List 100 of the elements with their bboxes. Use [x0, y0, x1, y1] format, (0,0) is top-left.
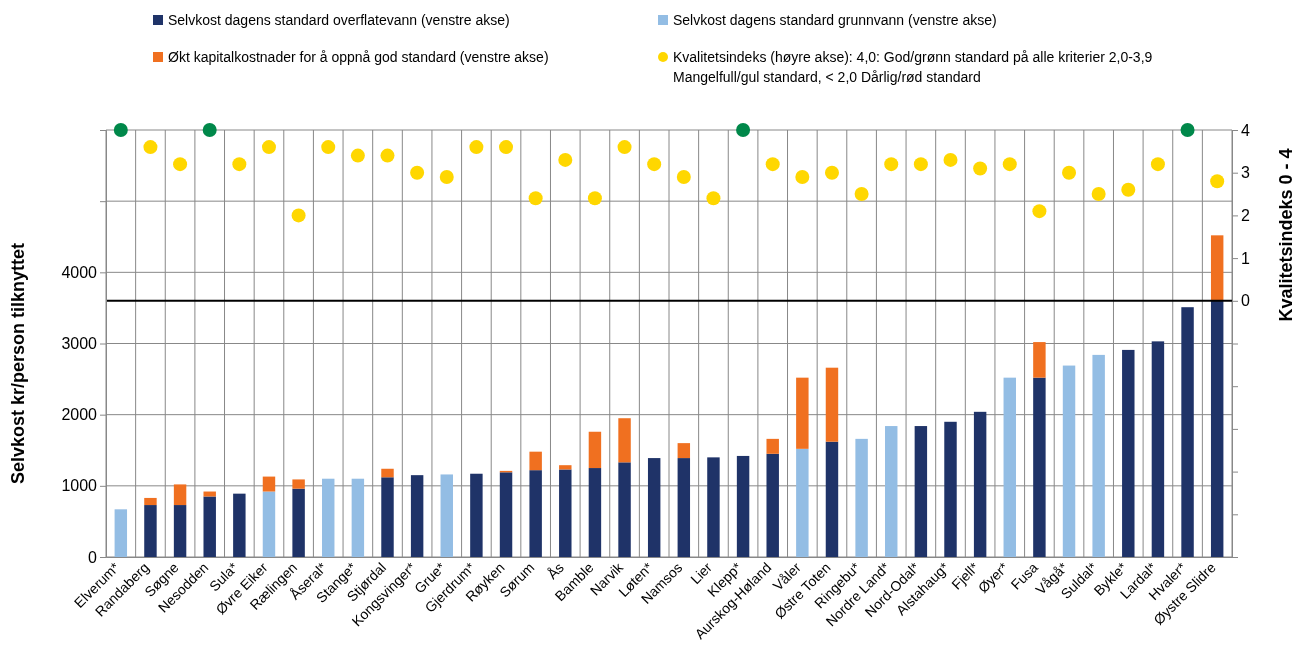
- bar: [1062, 365, 1076, 557]
- point: [1150, 157, 1165, 172]
- point: [765, 157, 780, 172]
- bar: [351, 478, 365, 557]
- bar: [944, 421, 957, 557]
- bar: [410, 475, 424, 557]
- point: [439, 169, 454, 184]
- point: [499, 140, 514, 155]
- bar: [825, 367, 839, 442]
- bar: [499, 472, 513, 557]
- point: [884, 157, 899, 172]
- point: [291, 208, 306, 223]
- bar: [736, 455, 750, 557]
- bar: [292, 479, 305, 489]
- bar: [1122, 349, 1135, 557]
- bar: [529, 470, 542, 557]
- bar: [173, 484, 187, 506]
- bar: [144, 505, 157, 557]
- bar: [173, 505, 187, 557]
- y2-tick-label: 3: [1241, 164, 1250, 182]
- bar: [588, 431, 602, 469]
- bar: [855, 438, 868, 557]
- y2-tick-label: 2: [1241, 207, 1250, 225]
- bar: [1151, 341, 1165, 557]
- point: [528, 191, 543, 206]
- point: [824, 165, 839, 180]
- bar: [973, 411, 987, 557]
- point: [558, 152, 573, 167]
- bar: [707, 457, 720, 557]
- point: [1210, 174, 1225, 189]
- point: [173, 157, 188, 172]
- point: [261, 140, 276, 155]
- bar: [233, 493, 246, 557]
- y-tick-label: 2000: [61, 406, 98, 424]
- point: [1091, 187, 1106, 202]
- bar: [440, 474, 453, 557]
- point: [676, 169, 691, 184]
- legend-label: Selvkost dagens standard overflatevann (venstre akse): [168, 12, 510, 28]
- point: [202, 123, 217, 137]
- legend-label: Selvkost dagens standard grunnvann (venstre akse): [673, 12, 997, 28]
- bar: [647, 458, 661, 557]
- bar: [914, 426, 928, 557]
- bar: [618, 418, 631, 463]
- bar: [1210, 300, 1224, 557]
- point: [380, 148, 395, 163]
- y-tick-label: 3000: [61, 335, 98, 353]
- bar: [885, 426, 898, 557]
- point: [943, 152, 958, 167]
- bar: [529, 451, 542, 471]
- point: [232, 157, 247, 172]
- point: [854, 187, 869, 202]
- bar: [1033, 377, 1046, 557]
- point: [350, 148, 365, 163]
- bar: [559, 469, 572, 557]
- point: [1180, 123, 1195, 137]
- bar: [677, 458, 691, 557]
- bar: [381, 477, 394, 557]
- bar: [262, 476, 276, 492]
- point: [795, 169, 810, 184]
- y2-axis-title: Kvalitetsindeks 0 - 4: [1276, 148, 1296, 322]
- bar: [1210, 235, 1224, 301]
- point: [617, 140, 632, 155]
- point: [736, 123, 751, 137]
- y-tick-label: 1000: [61, 477, 98, 495]
- y2-tick-label: 1: [1241, 249, 1250, 267]
- bar: [470, 473, 483, 557]
- point: [1121, 182, 1136, 197]
- point: [587, 191, 602, 206]
- bar: [381, 468, 394, 478]
- bar: [796, 448, 809, 557]
- y-tick-label: 4000: [61, 263, 98, 281]
- bar: [559, 465, 572, 470]
- y2-tick-label: 0: [1241, 292, 1250, 310]
- point: [706, 191, 721, 206]
- point: [410, 165, 425, 180]
- bar: [203, 491, 216, 497]
- y-tick-label: 0: [88, 548, 98, 566]
- bar: [796, 377, 809, 449]
- bar: [825, 441, 839, 557]
- legend-label: Kvalitetsindeks (høyre akse): 4,0: God/grønn standard på alle kriterier 2,0-3,9 Mangelfull/gul standard, < 2,0 Dårlig/rød standard: [673, 49, 1153, 86]
- bar: [618, 462, 631, 557]
- point: [1002, 157, 1017, 172]
- bar: [1181, 307, 1194, 557]
- point: [1032, 204, 1047, 219]
- point: [647, 157, 662, 172]
- bar: [114, 509, 128, 557]
- bar: [677, 443, 691, 459]
- bar: [1003, 377, 1016, 557]
- bar: [1092, 354, 1105, 557]
- point: [913, 157, 928, 172]
- bar: [1033, 342, 1046, 378]
- bar: [262, 491, 276, 557]
- bar: [766, 453, 779, 557]
- point: [1062, 165, 1077, 180]
- bar: [203, 496, 216, 557]
- point: [321, 140, 336, 155]
- bar: [144, 497, 157, 506]
- point: [143, 140, 158, 155]
- bar: [292, 488, 305, 557]
- y-axis-title: Selvkost kr/person tilknyttet: [8, 242, 28, 485]
